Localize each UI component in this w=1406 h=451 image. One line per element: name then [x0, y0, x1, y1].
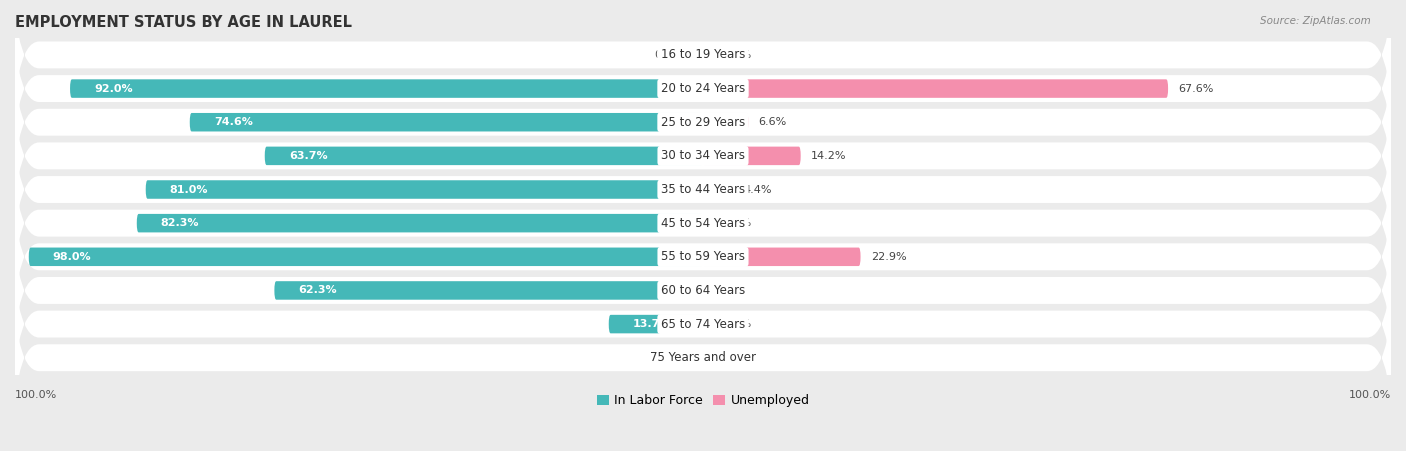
FancyBboxPatch shape — [11, 203, 1395, 445]
Text: 4.4%: 4.4% — [744, 184, 772, 194]
Text: 0.0%: 0.0% — [724, 353, 752, 363]
FancyBboxPatch shape — [11, 0, 1395, 210]
Text: 100.0%: 100.0% — [1348, 390, 1391, 400]
Text: 1.1%: 1.1% — [721, 285, 749, 295]
FancyBboxPatch shape — [703, 113, 748, 132]
FancyBboxPatch shape — [703, 248, 860, 266]
Text: 25 to 29 Years: 25 to 29 Years — [661, 116, 745, 129]
Text: 65 to 74 Years: 65 to 74 Years — [661, 318, 745, 331]
Text: 45 to 54 Years: 45 to 54 Years — [661, 216, 745, 230]
FancyBboxPatch shape — [264, 147, 703, 165]
Text: 62.3%: 62.3% — [298, 285, 337, 295]
Text: 55 to 59 Years: 55 to 59 Years — [661, 250, 745, 263]
Text: 0.0%: 0.0% — [654, 353, 682, 363]
FancyBboxPatch shape — [190, 113, 703, 132]
FancyBboxPatch shape — [274, 281, 703, 300]
Text: 20 to 24 Years: 20 to 24 Years — [661, 82, 745, 95]
Text: 67.6%: 67.6% — [1178, 83, 1213, 93]
Text: 98.0%: 98.0% — [53, 252, 91, 262]
Text: 81.0%: 81.0% — [170, 184, 208, 194]
Text: 0.0%: 0.0% — [724, 319, 752, 329]
FancyBboxPatch shape — [703, 79, 1168, 98]
Text: 16 to 19 Years: 16 to 19 Years — [661, 48, 745, 61]
Text: 0.0%: 0.0% — [724, 218, 752, 228]
FancyBboxPatch shape — [11, 136, 1395, 378]
FancyBboxPatch shape — [703, 281, 710, 300]
Text: Source: ZipAtlas.com: Source: ZipAtlas.com — [1260, 16, 1371, 26]
Text: 6.6%: 6.6% — [759, 117, 787, 127]
FancyBboxPatch shape — [11, 69, 1395, 311]
FancyBboxPatch shape — [146, 180, 703, 199]
Text: 92.0%: 92.0% — [94, 83, 132, 93]
Text: 13.7%: 13.7% — [633, 319, 671, 329]
FancyBboxPatch shape — [28, 248, 703, 266]
Legend: In Labor Force, Unemployed: In Labor Force, Unemployed — [592, 389, 814, 412]
FancyBboxPatch shape — [609, 315, 703, 333]
Text: 30 to 34 Years: 30 to 34 Years — [661, 149, 745, 162]
Text: 22.9%: 22.9% — [870, 252, 907, 262]
FancyBboxPatch shape — [11, 1, 1395, 244]
Text: 0.0%: 0.0% — [654, 50, 682, 60]
Text: 75 Years and over: 75 Years and over — [650, 351, 756, 364]
Text: 100.0%: 100.0% — [15, 390, 58, 400]
Text: 14.2%: 14.2% — [811, 151, 846, 161]
FancyBboxPatch shape — [11, 102, 1395, 344]
Text: 60 to 64 Years: 60 to 64 Years — [661, 284, 745, 297]
FancyBboxPatch shape — [11, 35, 1395, 277]
Text: 82.3%: 82.3% — [160, 218, 200, 228]
FancyBboxPatch shape — [70, 79, 703, 98]
FancyBboxPatch shape — [11, 169, 1395, 412]
Text: 0.0%: 0.0% — [724, 50, 752, 60]
Text: 63.7%: 63.7% — [288, 151, 328, 161]
FancyBboxPatch shape — [11, 0, 1395, 176]
FancyBboxPatch shape — [703, 180, 734, 199]
FancyBboxPatch shape — [136, 214, 703, 232]
Text: EMPLOYMENT STATUS BY AGE IN LAUREL: EMPLOYMENT STATUS BY AGE IN LAUREL — [15, 15, 352, 30]
FancyBboxPatch shape — [11, 237, 1395, 451]
FancyBboxPatch shape — [703, 147, 800, 165]
Text: 74.6%: 74.6% — [214, 117, 253, 127]
Text: 35 to 44 Years: 35 to 44 Years — [661, 183, 745, 196]
